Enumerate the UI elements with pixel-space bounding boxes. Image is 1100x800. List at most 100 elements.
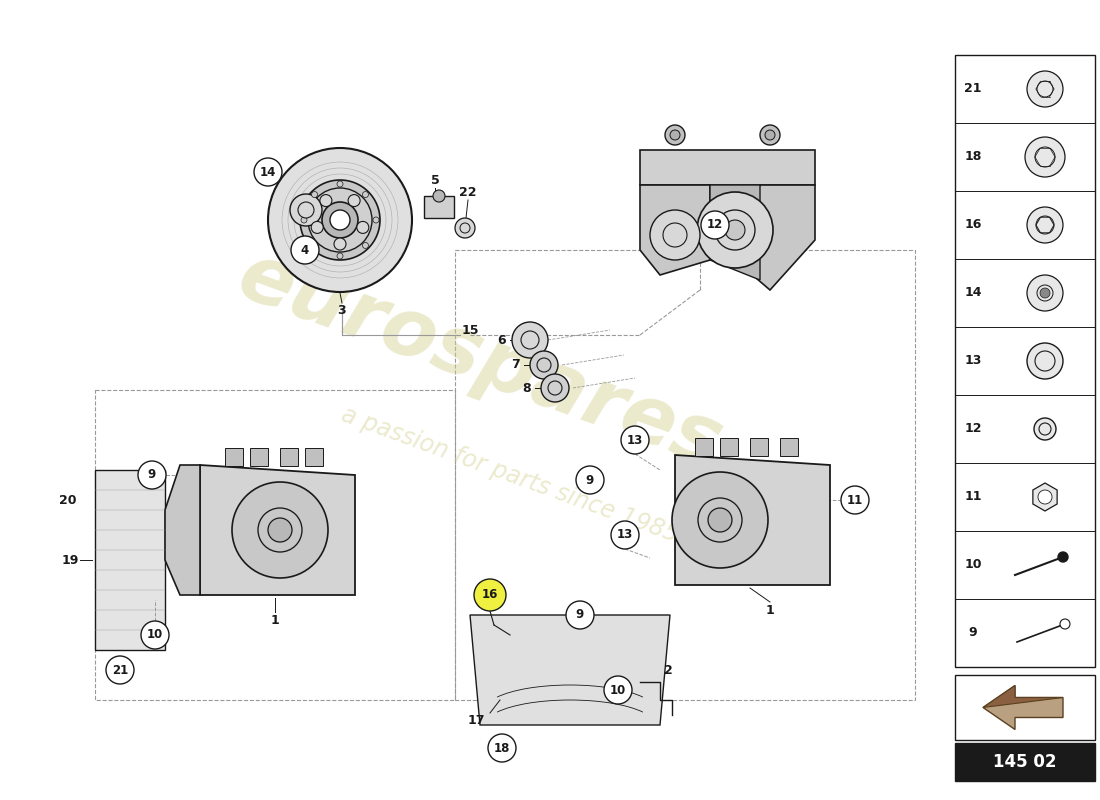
Circle shape	[1060, 619, 1070, 629]
Circle shape	[290, 194, 322, 226]
Bar	[955, 55, 1094, 667]
Circle shape	[650, 210, 700, 260]
Circle shape	[474, 579, 506, 611]
Text: 4: 4	[301, 243, 309, 257]
Text: 19: 19	[62, 554, 79, 566]
Text: 14: 14	[965, 286, 981, 299]
Text: eurospares: eurospares	[228, 236, 733, 484]
Circle shape	[604, 676, 632, 704]
Circle shape	[268, 518, 292, 542]
Text: 16: 16	[482, 589, 498, 602]
Circle shape	[298, 202, 314, 218]
Circle shape	[1027, 343, 1063, 379]
Circle shape	[322, 202, 358, 238]
Circle shape	[1036, 216, 1054, 234]
Polygon shape	[983, 686, 1063, 730]
Circle shape	[1035, 351, 1055, 371]
Circle shape	[663, 223, 688, 247]
Circle shape	[842, 486, 869, 514]
Bar	[750, 438, 768, 456]
Circle shape	[537, 358, 551, 372]
Text: 18: 18	[965, 150, 981, 163]
Polygon shape	[983, 686, 1063, 707]
Circle shape	[455, 218, 475, 238]
Text: 11: 11	[847, 494, 864, 506]
Circle shape	[1035, 147, 1055, 167]
Circle shape	[460, 223, 470, 233]
Circle shape	[764, 130, 776, 140]
Text: 10: 10	[147, 629, 163, 642]
Circle shape	[330, 210, 350, 230]
Circle shape	[1037, 285, 1053, 301]
Circle shape	[715, 210, 755, 250]
Text: 12: 12	[965, 422, 981, 435]
Text: 15: 15	[461, 323, 478, 337]
Text: 3: 3	[338, 303, 346, 317]
Circle shape	[697, 192, 773, 268]
Circle shape	[1025, 137, 1065, 177]
Text: 13: 13	[965, 354, 981, 367]
Circle shape	[1040, 423, 1050, 435]
Polygon shape	[1033, 483, 1057, 511]
Polygon shape	[675, 455, 830, 585]
Text: 9: 9	[147, 469, 156, 482]
Circle shape	[308, 188, 372, 252]
Polygon shape	[735, 185, 815, 290]
Circle shape	[232, 482, 328, 578]
Circle shape	[138, 461, 166, 489]
Circle shape	[356, 222, 369, 234]
Circle shape	[512, 322, 548, 358]
Circle shape	[1027, 275, 1063, 311]
Circle shape	[521, 331, 539, 349]
Bar	[695, 438, 713, 456]
Text: 13: 13	[617, 529, 634, 542]
Circle shape	[106, 656, 134, 684]
Circle shape	[548, 381, 562, 395]
Text: 14: 14	[260, 166, 276, 178]
Text: 13: 13	[627, 434, 644, 446]
Polygon shape	[95, 470, 165, 650]
Circle shape	[433, 190, 446, 202]
Circle shape	[141, 621, 169, 649]
Bar	[424, 196, 454, 218]
Text: 22: 22	[460, 186, 476, 198]
Bar	[95, 390, 455, 700]
Circle shape	[1058, 552, 1068, 562]
Bar	[955, 675, 1094, 740]
Circle shape	[1034, 418, 1056, 440]
Bar	[955, 743, 1094, 781]
Bar	[780, 438, 798, 456]
Circle shape	[610, 521, 639, 549]
Circle shape	[541, 374, 569, 402]
Circle shape	[1040, 288, 1050, 298]
Polygon shape	[200, 465, 355, 595]
Circle shape	[254, 158, 282, 186]
Text: 16: 16	[965, 218, 981, 231]
Circle shape	[760, 125, 780, 145]
Circle shape	[348, 194, 360, 206]
Circle shape	[701, 211, 729, 239]
Circle shape	[1027, 71, 1063, 107]
Circle shape	[621, 426, 649, 454]
Text: 1: 1	[271, 614, 279, 626]
Circle shape	[670, 130, 680, 140]
Circle shape	[363, 242, 368, 249]
Circle shape	[666, 125, 685, 145]
Circle shape	[301, 217, 307, 223]
Bar	[720, 438, 738, 456]
Text: 2: 2	[663, 663, 672, 677]
Bar	[305, 448, 323, 466]
Circle shape	[576, 466, 604, 494]
Text: 20: 20	[59, 494, 77, 506]
Bar	[250, 448, 268, 466]
Circle shape	[320, 194, 332, 206]
Text: 12: 12	[707, 218, 723, 231]
Text: 18: 18	[494, 742, 510, 754]
Text: 10: 10	[965, 558, 981, 571]
Circle shape	[337, 253, 343, 259]
Text: a passion for parts since 1985: a passion for parts since 1985	[338, 402, 682, 547]
Text: 9: 9	[969, 626, 977, 639]
Circle shape	[698, 498, 742, 542]
Circle shape	[311, 191, 318, 198]
Circle shape	[1027, 207, 1063, 243]
